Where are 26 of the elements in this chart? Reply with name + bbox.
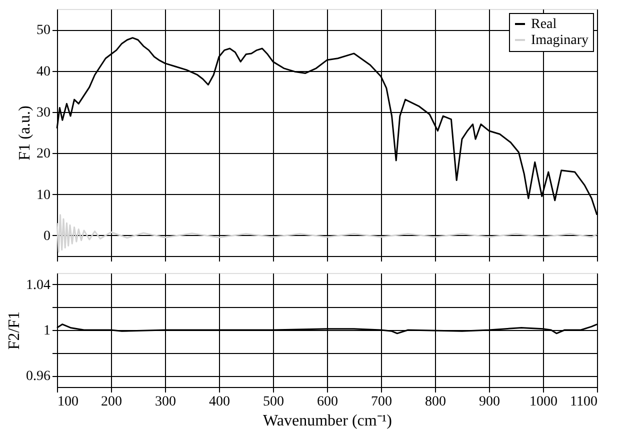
x-tick-label: 300 — [155, 394, 176, 410]
x-tick-label: 400 — [209, 394, 230, 410]
legend-label: Imaginary — [531, 33, 589, 48]
x-tick-label: 200 — [101, 394, 122, 410]
x-tick-label: 500 — [263, 394, 284, 410]
y-tick-label: 0.96 — [26, 369, 50, 384]
x-tick-label: 1100 — [570, 394, 598, 410]
legend-label: Real — [531, 17, 557, 32]
y-tick-label: 1 — [44, 324, 50, 338]
y-tick-label: 50 — [36, 23, 50, 38]
y-tick-label: 20 — [36, 146, 50, 162]
y-axis-title: F2/F1 — [6, 311, 23, 350]
x-tick-label: 700 — [371, 394, 392, 410]
y-axis-title: F1 (a.u.) — [16, 106, 34, 160]
x-axis-title: Wavenumber (cm⁻¹) — [263, 412, 392, 430]
y-tick-label: 1.04 — [26, 278, 50, 293]
x-tick-label: 600 — [317, 394, 338, 410]
y-tick-label: 10 — [36, 188, 50, 203]
y-tick-label: 0 — [44, 228, 50, 244]
x-tick-label: 100 — [58, 394, 78, 410]
y-tick-label: 40 — [36, 64, 50, 80]
x-tick-label: 1000 — [530, 394, 558, 410]
x-tick-label: 900 — [479, 394, 500, 410]
line-series — [56, 214, 598, 253]
x-tick-label: 800 — [425, 394, 446, 410]
y-tick-label: 30 — [36, 105, 50, 120]
